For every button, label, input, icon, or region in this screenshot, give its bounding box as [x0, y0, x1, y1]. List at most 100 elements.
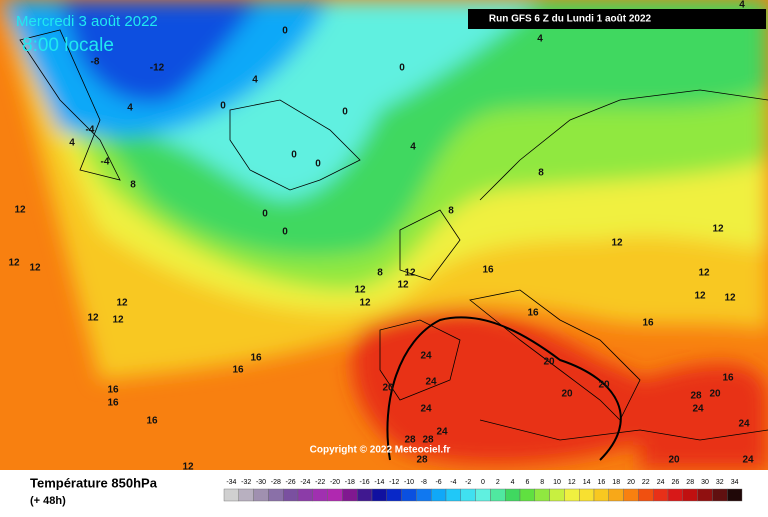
run-box	[468, 9, 766, 29]
colorbar-label: 16	[598, 479, 606, 486]
colorbar-swatch	[564, 488, 580, 502]
contour-label: 4	[739, 0, 745, 11]
colorbar-swatch	[534, 488, 550, 502]
colorbar-label: -22	[315, 479, 325, 486]
colorbar-swatch	[667, 488, 684, 502]
colorbar-swatch	[401, 488, 417, 502]
contour-label: 12	[29, 263, 41, 274]
contour-label: 20	[668, 455, 680, 466]
contour-label: 16	[722, 373, 734, 384]
contour-label: 12	[182, 462, 194, 473]
contour-label: 12	[712, 224, 724, 235]
colorbar-swatch	[297, 488, 314, 502]
contour-label: 0	[399, 63, 405, 74]
colorbar-swatch	[238, 488, 254, 502]
colorbar-label: 24	[657, 479, 665, 486]
contour-label: -12	[150, 63, 165, 74]
contour-label: 24	[742, 455, 754, 466]
contour-label: 20	[561, 389, 573, 400]
contour-label: 8	[130, 180, 136, 191]
contour-label: 20	[709, 389, 721, 400]
colorbar-swatch	[697, 488, 713, 502]
colorbar-swatch	[653, 488, 669, 502]
isotherm-24	[386, 316, 622, 461]
contour-label: 0	[342, 107, 348, 118]
contour-label: 12	[724, 293, 736, 304]
contour-label: 24	[420, 404, 432, 415]
colorbar-label: 22	[642, 479, 650, 486]
colorbar-label: 0	[481, 479, 485, 486]
contour-label: 12	[397, 280, 409, 291]
colorbar-swatch	[505, 488, 521, 502]
contour-label: -4	[101, 157, 110, 168]
contour-label: 28	[422, 435, 434, 446]
contour-label: 12	[87, 313, 99, 324]
colorbar-swatch	[682, 488, 698, 502]
contour-label: 4	[127, 103, 133, 114]
run-info: Run GFS 6 Z du Lundi 1 août 2022	[489, 14, 652, 25]
local-time: 8:00 locale	[22, 35, 114, 56]
colorbar-label: -18	[345, 479, 355, 486]
contour-label: 24	[420, 351, 432, 362]
colorbar-label: 28	[686, 479, 694, 486]
contour-label: 28	[416, 455, 428, 466]
colorbar-swatch	[638, 488, 654, 502]
contour-label: 24	[738, 419, 750, 430]
colorbar-label: -24	[300, 479, 310, 486]
colorbar-swatch	[327, 488, 343, 502]
colorbar-swatch	[431, 488, 447, 502]
contour-label: -4	[86, 125, 95, 136]
contour-label: 16	[107, 398, 119, 409]
contour-label: 4	[69, 138, 75, 149]
contour-label: 28	[404, 435, 416, 446]
contour-label: 16	[107, 385, 119, 396]
coastlines	[19, 29, 768, 441]
contour-label: 12	[698, 268, 710, 279]
colorbar-label: -16	[360, 479, 370, 486]
colorbar-label: 34	[731, 479, 739, 486]
colorbar-swatch	[223, 488, 240, 502]
date: Mercredi 3 août 2022	[16, 13, 158, 30]
contour-label: 12	[8, 258, 20, 269]
colorbar-swatch	[712, 488, 728, 502]
colorbar-swatch	[579, 488, 595, 502]
colorbar-label: -34	[226, 479, 236, 486]
colorbar-label: 14	[583, 479, 591, 486]
colorbar-swatch	[386, 488, 402, 502]
colorbar-swatch	[283, 488, 299, 502]
colorbar-label: -30	[256, 479, 266, 486]
contour-label: 4	[537, 34, 543, 45]
colorbar-swatch	[445, 488, 462, 502]
contour-label: 16	[527, 308, 539, 319]
colorbar-swatch	[416, 488, 432, 502]
contour-label: 20	[382, 383, 394, 394]
contour-label: 8	[538, 168, 544, 179]
contour-label: 4	[410, 142, 416, 153]
contour-label: 24	[436, 427, 448, 438]
colorbar-label: 32	[716, 479, 724, 486]
contour-label: 16	[146, 416, 158, 427]
contour-label: 20	[543, 357, 555, 368]
colorbar-swatch	[519, 488, 536, 502]
contour-label: 0	[315, 159, 321, 170]
colorbar-swatch	[371, 488, 388, 502]
colorbar-label: -4	[450, 479, 456, 486]
colorbar-swatch	[549, 488, 565, 502]
colorbar-label: -14	[374, 479, 384, 486]
contour-label: 12	[359, 298, 371, 309]
contour-label: 16	[232, 365, 244, 376]
colorbar-label: -8	[421, 479, 427, 486]
colorbar-swatch	[312, 488, 328, 502]
contour-label: 24	[692, 404, 704, 415]
contour-label: 8	[377, 268, 383, 279]
colorbar-swatch	[490, 488, 506, 502]
contour-label: 12	[116, 298, 128, 309]
colorbar-label: -6	[435, 479, 441, 486]
contour-label: 28	[690, 391, 702, 402]
colorbar-label: 4	[511, 479, 515, 486]
contour-label: 0	[262, 209, 268, 220]
colorbar-swatch	[342, 488, 358, 502]
colorbar-label: -10	[404, 479, 414, 486]
colorbar-swatch	[268, 488, 284, 502]
